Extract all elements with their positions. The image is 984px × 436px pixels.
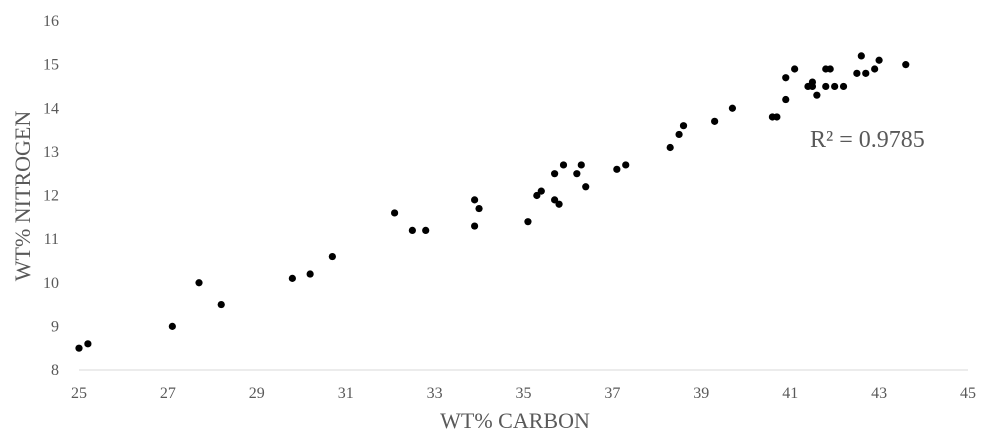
x-tick-label: 25 (71, 385, 87, 402)
data-point (902, 61, 910, 69)
data-point (875, 56, 883, 64)
data-point (666, 143, 674, 152)
data-point (559, 161, 568, 169)
y-tick-label: 16 (43, 13, 59, 30)
data-point (551, 170, 559, 178)
x-tick-label: 43 (871, 385, 887, 402)
y-tick-label: 11 (44, 231, 59, 248)
data-point (195, 279, 203, 287)
data-point (471, 196, 479, 204)
data-point (537, 187, 545, 195)
x-tick-label: 41 (782, 385, 798, 402)
data-point (551, 196, 559, 204)
data-point (822, 82, 830, 91)
data-point (782, 74, 790, 82)
data-point (84, 340, 92, 348)
data-point (75, 344, 83, 352)
x-tick-label: 29 (249, 385, 265, 402)
data-point (782, 95, 790, 104)
y-tick-label: 13 (43, 144, 59, 161)
data-point (862, 69, 870, 77)
data-point (471, 222, 479, 230)
data-point (328, 252, 336, 261)
x-tick-label: 45 (960, 385, 976, 402)
x-tick-label: 35 (516, 385, 532, 402)
data-point (408, 226, 416, 234)
x-tick-labels: 25 27 29 31 33 35 37 39 41 43 45 (71, 385, 976, 402)
data-point (728, 104, 737, 112)
y-tick-label: 8 (51, 362, 59, 379)
x-axis-title: WT% CARBON (440, 408, 590, 433)
y-tick-label: 10 (43, 275, 59, 292)
data-point (288, 274, 296, 282)
data-point (675, 130, 683, 139)
data-point (857, 52, 865, 60)
data-point (577, 161, 585, 169)
data-point (826, 65, 834, 73)
data-point (582, 183, 590, 191)
data-point (390, 209, 399, 217)
x-tick-label: 27 (160, 385, 176, 402)
y-tick-label: 12 (43, 188, 59, 205)
data-point (573, 170, 581, 178)
data-point (306, 270, 314, 278)
data-points (75, 52, 910, 352)
y-axis-title: WT% NITROGEN (10, 111, 35, 282)
data-point (679, 122, 688, 130)
data-point (791, 65, 799, 73)
data-point (524, 218, 532, 226)
y-tick-label: 9 (51, 318, 59, 335)
data-point (831, 82, 839, 91)
data-point (422, 226, 430, 234)
data-point (773, 113, 781, 121)
y-tick-label: 14 (43, 100, 59, 117)
data-point (555, 200, 563, 208)
data-point (613, 165, 621, 173)
x-tick-label: 31 (338, 385, 354, 402)
data-point (871, 65, 879, 73)
data-point (533, 191, 541, 200)
data-point (711, 117, 719, 125)
data-point (217, 300, 225, 309)
y-tick-labels: 8 9 10 11 12 13 14 15 16 (43, 13, 59, 379)
data-point (475, 204, 483, 213)
data-point (168, 322, 176, 330)
x-tick-label: 37 (604, 385, 620, 402)
data-point (813, 91, 821, 99)
x-tick-label: 39 (693, 385, 709, 402)
y-tick-label: 15 (43, 57, 59, 74)
data-point (853, 69, 861, 77)
data-point (839, 82, 848, 91)
r-squared-annotation: R² = 0.9785 (810, 127, 925, 153)
data-point (622, 161, 630, 169)
x-tick-label: 33 (427, 385, 443, 402)
data-point (808, 82, 817, 91)
